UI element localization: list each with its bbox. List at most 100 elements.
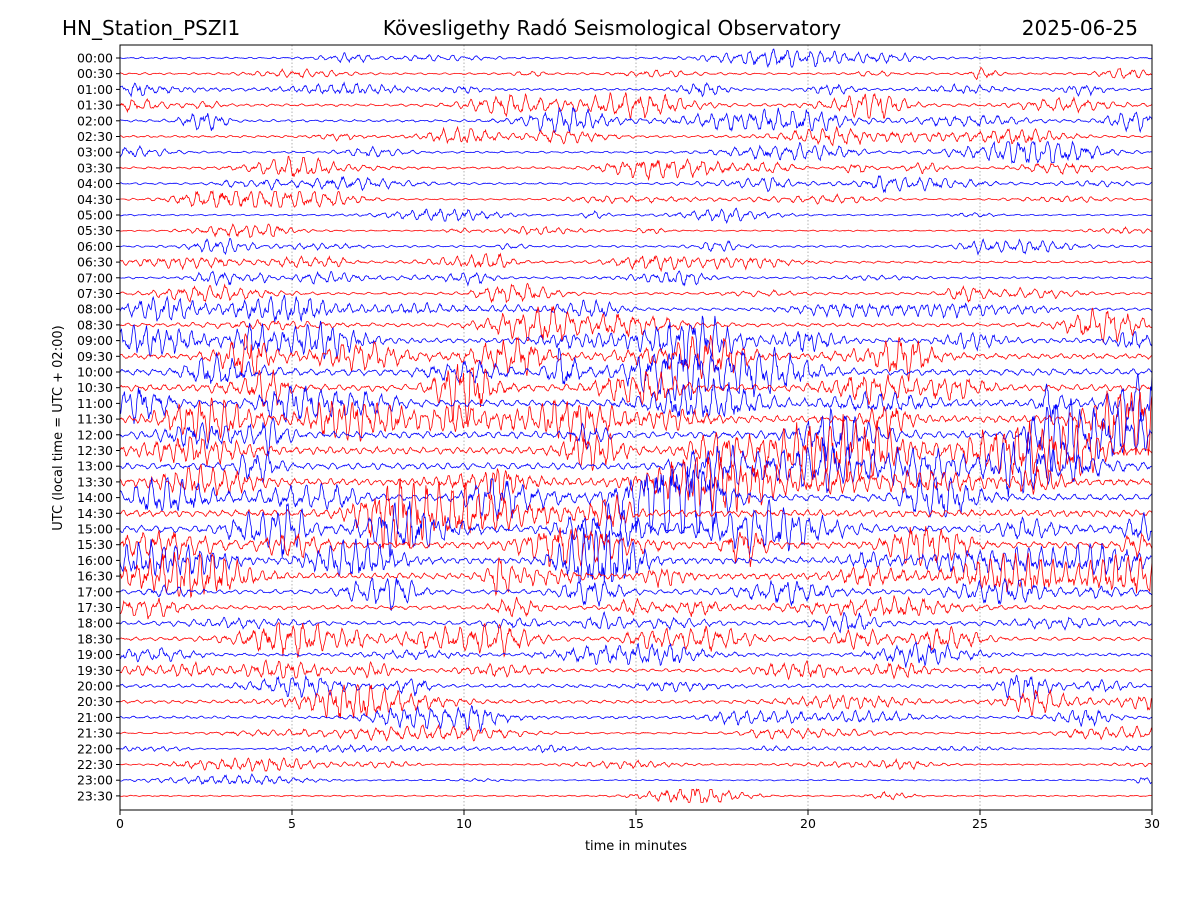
seismic-trace (119, 611, 1153, 634)
x-tick-label: 20 (800, 816, 816, 831)
y-tick-label: 18:00 (77, 616, 113, 631)
y-tick-label: 03:30 (77, 160, 113, 175)
seismic-trace (119, 207, 1153, 224)
seismic-trace (119, 478, 1153, 549)
y-tick-label: 12:00 (77, 427, 113, 442)
seismic-trace (119, 252, 1153, 273)
seismic-trace (119, 744, 1152, 754)
y-tick-label: 07:00 (77, 270, 113, 285)
y-tick-label: 19:00 (77, 647, 113, 662)
y-tick-label: 11:30 (77, 412, 113, 427)
x-tick-label: 10 (456, 816, 472, 831)
seismic-trace (119, 315, 1153, 366)
y-tick-label: 05:00 (77, 208, 113, 223)
seismic-trace (119, 106, 1153, 134)
y-tick-label: 08:30 (77, 317, 113, 332)
seismic-trace (119, 223, 1153, 238)
y-tick-label: 10:00 (77, 365, 113, 380)
chart-title: Kövesligethy Radó Seismological Observat… (383, 16, 841, 40)
y-axis-ticks: 00:0000:3001:0001:3002:0002:3003:0003:30… (77, 51, 120, 803)
seismic-trace (119, 577, 1153, 611)
y-tick-label: 04:30 (77, 192, 113, 207)
x-axis-ticks: 0 5 10 15 20 25 30 (116, 810, 1160, 831)
station-name: HN_Station_PSZI1 (62, 16, 240, 40)
seismic-trace (119, 551, 1153, 599)
y-tick-label: 09:30 (77, 349, 113, 364)
seismic-trace (119, 456, 1153, 513)
seismic-trace (119, 526, 1153, 568)
y-tick-label: 15:30 (77, 537, 113, 552)
y-tick-label: 02:00 (77, 113, 113, 128)
y-tick-label: 11:00 (77, 396, 113, 411)
seismic-trace (119, 622, 1152, 659)
y-tick-label: 22:30 (77, 757, 113, 772)
y-tick-label: 09:00 (77, 333, 113, 348)
y-tick-label: 21:00 (77, 710, 113, 725)
y-tick-label: 00:00 (77, 51, 113, 66)
seismic-trace (119, 48, 1153, 69)
seismic-trace (119, 723, 1153, 742)
y-tick-label: 05:30 (77, 223, 113, 238)
seismic-trace (119, 773, 1153, 785)
seismic-trace (119, 499, 1153, 558)
seismic-trace (119, 91, 1153, 119)
x-tick-label: 0 (116, 816, 124, 831)
y-tick-label: 13:30 (77, 474, 113, 489)
y-tick-label: 21:30 (77, 726, 113, 741)
y-tick-label: 15:00 (77, 522, 113, 537)
seismic-trace (119, 466, 1152, 535)
y-tick-label: 01:00 (77, 82, 113, 97)
seismic-trace (119, 704, 1153, 732)
seismic-trace (119, 237, 1153, 256)
seismic-trace (119, 641, 1153, 668)
y-tick-label: 06:30 (77, 255, 113, 270)
y-tick-label: 23:30 (77, 788, 113, 803)
x-tick-label: 30 (1144, 816, 1160, 831)
seismic-trace (119, 373, 1153, 424)
y-tick-label: 20:30 (77, 694, 113, 709)
y-tick-label: 17:00 (77, 584, 113, 599)
y-tick-label: 01:30 (77, 98, 113, 113)
seismic-trace (119, 414, 1153, 482)
seismic-trace (119, 282, 1153, 304)
seismic-trace (119, 595, 1153, 620)
y-tick-label: 13:00 (77, 459, 113, 474)
y-tick-label: 00:30 (77, 66, 113, 81)
y-tick-label: 22:00 (77, 741, 113, 756)
seismic-trace (119, 81, 1153, 98)
seismic-trace (119, 155, 1153, 181)
seismic-trace (119, 333, 1153, 382)
seismic-trace (119, 674, 1153, 700)
y-tick-label: 14:00 (77, 490, 113, 505)
seismic-trace (119, 757, 1153, 772)
seismic-trace (119, 305, 1153, 343)
seismic-trace (119, 659, 1153, 681)
seismic-trace (119, 189, 1153, 208)
seismic-trace (119, 346, 1153, 402)
y-tick-label: 16:30 (77, 569, 113, 584)
seismic-trace (119, 398, 1153, 472)
x-tick-label: 25 (972, 816, 988, 831)
y-tick-label: 03:00 (77, 145, 113, 160)
seismic-trace (119, 390, 1153, 456)
y-tick-label: 08:00 (77, 302, 113, 317)
seismic-trace (119, 788, 1153, 803)
seismic-trace (119, 527, 1153, 584)
x-tick-label: 5 (288, 816, 296, 831)
y-tick-label: 23:00 (77, 773, 113, 788)
y-axis-label: UTC (local time = UTC + 02:00) (51, 325, 66, 530)
y-tick-label: 14:30 (77, 506, 113, 521)
y-tick-label: 07:30 (77, 286, 113, 301)
plot-frame (119, 44, 1153, 811)
trace-layer (119, 48, 1153, 803)
seismic-trace (119, 294, 1153, 323)
y-tick-label: 10:30 (77, 380, 113, 395)
y-tick-label: 06:00 (77, 239, 113, 254)
y-tick-label: 02:30 (77, 129, 113, 144)
seismic-trace (119, 431, 1153, 498)
y-tick-label: 04:00 (77, 176, 113, 191)
seismic-trace (119, 66, 1153, 81)
x-tick-label: 15 (628, 816, 644, 831)
y-tick-label: 20:00 (77, 679, 113, 694)
